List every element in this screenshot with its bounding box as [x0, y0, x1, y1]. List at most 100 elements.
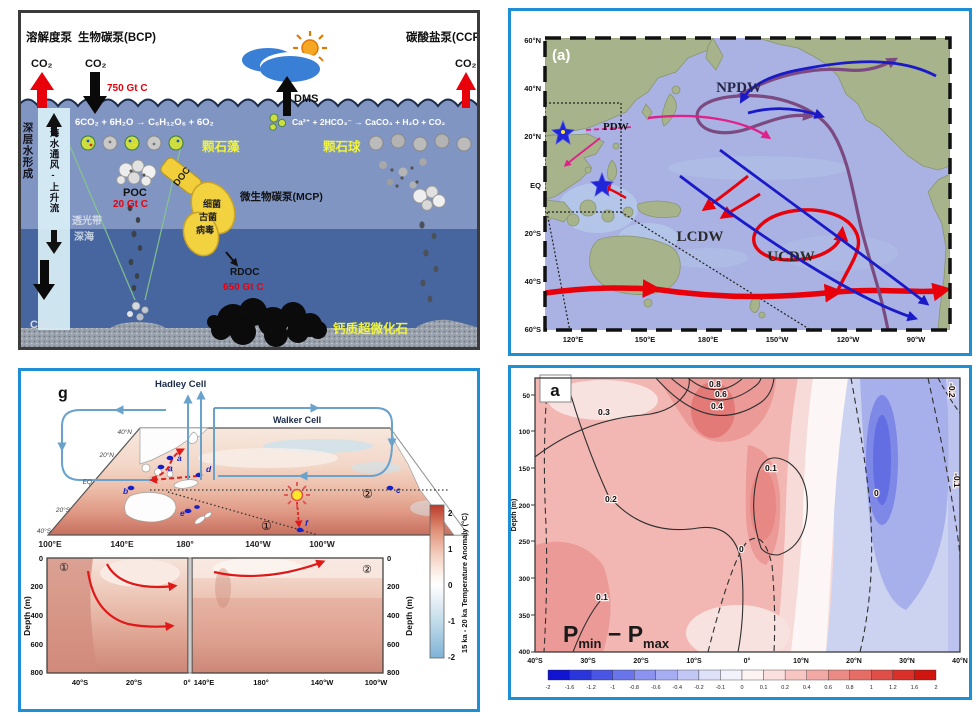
svg-text:-0.4: -0.4	[673, 685, 682, 691]
co2-up-arrow-left-icon	[30, 72, 54, 108]
svg-text:-2: -2	[546, 685, 551, 691]
transect2-marker: ②	[362, 487, 373, 501]
svg-text:2: 2	[448, 509, 453, 518]
svg-text:1.2: 1.2	[889, 685, 897, 691]
svg-text:400: 400	[30, 611, 43, 620]
panel4-frame	[534, 377, 961, 653]
svg-text:40°S: 40°S	[527, 657, 543, 665]
calcification-equation: Ca²⁺ + 2HCO₃⁻ → CaCO₃ + H₂O + CO₂	[292, 117, 445, 127]
svg-text:20°S: 20°S	[525, 229, 541, 238]
svg-text:0.8: 0.8	[709, 379, 721, 389]
dms-arrow-shaft	[283, 92, 291, 116]
section2-marker: ②	[362, 564, 372, 576]
svg-text:-1: -1	[610, 685, 615, 691]
svg-text:20°S: 20°S	[55, 506, 71, 514]
svg-text:-1: -1	[448, 617, 456, 626]
svg-text:-1.2: -1.2	[586, 685, 595, 691]
svg-text:0: 0	[739, 544, 744, 554]
poc-aggregate	[116, 159, 157, 187]
svg-text:10°S: 10°S	[686, 657, 702, 665]
sediment-mound-left	[108, 322, 168, 342]
ucdw-label: UCDW	[767, 249, 815, 265]
sediment-mound-right	[398, 319, 480, 350]
svg-text:90°W: 90°W	[907, 335, 926, 344]
flux-750-label: 750 Gt C	[107, 83, 148, 94]
svg-text:0.3: 0.3	[598, 407, 610, 417]
svg-text:20°N: 20°N	[98, 451, 114, 459]
co2-up-arrow-right-icon	[456, 72, 476, 108]
co2-deep-label: CO₂	[30, 319, 52, 331]
svg-text:0°: 0°	[744, 657, 751, 665]
section1-marker: ①	[59, 562, 69, 574]
transect1-marker: ①	[261, 519, 272, 533]
svg-text:a: a	[168, 463, 173, 473]
depth-axis-right-label: Depth (m)	[404, 596, 414, 636]
svg-text:40°S: 40°S	[37, 527, 52, 535]
poc-flux-label: 20 Gt C	[113, 199, 148, 210]
photic-zone-label: 透光带	[72, 214, 102, 227]
svg-text:c: c	[396, 485, 401, 495]
svg-text:EQ: EQ	[83, 479, 92, 486]
cloud-sun-icon	[242, 31, 327, 82]
svg-text:0.4: 0.4	[711, 401, 723, 411]
svg-text:e: e	[180, 508, 185, 518]
panel-walker-hadley: g	[18, 368, 480, 712]
svg-text:0: 0	[39, 554, 43, 563]
solubility-pump-label: 溶解度泵	[26, 30, 72, 44]
svg-text:20°S: 20°S	[126, 678, 142, 687]
svg-text:200: 200	[30, 582, 43, 591]
panel3-colorbar: 2 1 0 -1 -2 15 ka - 20 ka Temperature Anomal…	[429, 504, 469, 662]
hadley-cell-label: Hadley Cell	[155, 379, 206, 390]
upwelling-arrow-icon	[46, 113, 62, 136]
bacteria-label: 细菌	[203, 198, 221, 209]
svg-text:250: 250	[519, 539, 531, 546]
ccp-label: 碳酸盐泵(CCP)	[406, 30, 480, 44]
map-frame-dashed	[543, 36, 952, 332]
svg-text:0.8: 0.8	[846, 685, 854, 691]
nannofossil-label: 钙质超微化石	[333, 321, 408, 336]
svg-text:180°E: 180°E	[698, 335, 719, 344]
svg-text:100°W: 100°W	[309, 539, 336, 549]
svg-text:40°S: 40°S	[72, 678, 88, 687]
svg-text:20°N: 20°N	[524, 132, 541, 141]
mcp-label: 微生物碳泵(MCP)	[239, 190, 323, 203]
circulation-cells	[57, 390, 397, 481]
co2-down-arrow-icon	[83, 72, 107, 114]
svg-text:0°: 0°	[183, 678, 190, 687]
coccosphere-label: 颗石球	[323, 139, 361, 154]
svg-text:140°W: 140°W	[311, 678, 335, 687]
map-lat-labels: 40°N 20°N EQ 20°S 40°S	[37, 428, 132, 535]
npdw-label: NPDW	[716, 80, 762, 96]
panel1-frame	[18, 10, 480, 350]
svg-text:a: a	[177, 453, 182, 463]
svg-text:1: 1	[870, 685, 873, 691]
svg-text:400: 400	[387, 611, 400, 620]
walker-cell-label: Walker Cell	[273, 415, 321, 425]
svg-text:0.4: 0.4	[803, 685, 811, 691]
svg-text:0.2: 0.2	[781, 685, 789, 691]
map-canvas: (a) NPDW PDW LCDW UCDW Ocean Data View	[545, 38, 950, 330]
svg-text:0: 0	[387, 554, 391, 563]
svg-text:50: 50	[522, 393, 530, 400]
svg-text:400: 400	[519, 649, 531, 656]
marine-snow	[127, 204, 143, 292]
svg-text:0: 0	[740, 685, 743, 691]
panel2-tag: (a)	[552, 47, 570, 64]
photosynthesis-equation: 6CO₂ + 6H₂O → C₆H₁₂O₆ + 6O₂	[75, 117, 214, 128]
svg-text:-0.1: -0.1	[952, 473, 962, 488]
svg-text:30°N: 30°N	[899, 657, 915, 665]
bcp-label: 生物碳泵(BCP)	[78, 30, 156, 44]
sun-icon	[284, 482, 310, 508]
svg-text:-0.1: -0.1	[716, 685, 725, 691]
lat-axis: 60°N 40°N 20°N EQ 20°S 40°S 60°S	[524, 36, 541, 334]
funnel-bottom-aggregate	[127, 301, 149, 321]
svg-text:0: 0	[874, 488, 879, 498]
svg-text:60°S: 60°S	[525, 325, 541, 334]
svg-text:150: 150	[519, 466, 531, 473]
pmin-pmax-formula: Pmin − Pmax	[563, 621, 670, 651]
carbon-pump-svg: 溶解度泵 CO₂ 生物碳泵(BCP) CO₂ 750 Gt C DMS	[17, 10, 499, 351]
core-sites: aa b d e c f	[123, 453, 401, 533]
svg-text:0.1: 0.1	[765, 463, 777, 473]
svg-text:0.1: 0.1	[760, 685, 768, 691]
poc-label: POC	[123, 187, 147, 199]
